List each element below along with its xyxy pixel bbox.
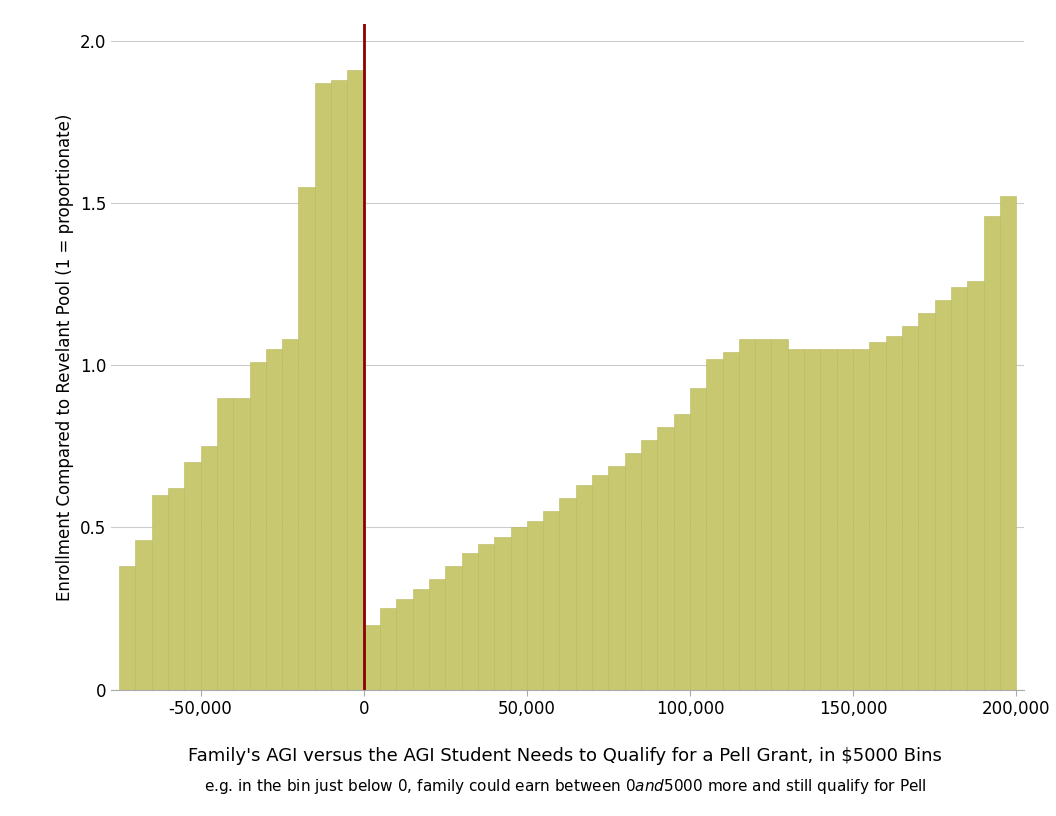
Bar [886, 336, 902, 690]
Bar [902, 326, 919, 690]
Bar [461, 553, 478, 690]
Text: e.g. in the bin just below 0, family could earn between $0 and $5000 more and st: e.g. in the bin just below 0, family cou… [204, 777, 926, 796]
Bar [216, 397, 233, 690]
Bar [510, 527, 527, 690]
Bar [396, 599, 413, 690]
Bar [363, 624, 380, 690]
Bar [168, 489, 185, 690]
Bar [576, 486, 592, 690]
Bar [739, 339, 755, 690]
Bar [641, 440, 657, 690]
Bar [836, 349, 853, 690]
Y-axis label: Enrollment Compared to Revelant Pool (1 = proportionate): Enrollment Compared to Revelant Pool (1 … [56, 113, 74, 601]
Bar [135, 540, 152, 690]
Bar [152, 494, 168, 690]
Bar [119, 566, 135, 690]
Bar [625, 453, 641, 690]
Bar [478, 543, 494, 690]
Bar [315, 83, 332, 690]
Bar [266, 349, 282, 690]
Bar [804, 349, 821, 690]
Bar [332, 80, 347, 690]
Bar [690, 388, 706, 690]
Bar [983, 216, 1000, 690]
Bar [674, 414, 690, 690]
Bar [446, 566, 461, 690]
Bar [1000, 197, 1016, 690]
Bar [706, 358, 722, 690]
Bar [560, 498, 576, 690]
Bar [494, 537, 510, 690]
Bar [935, 300, 950, 690]
Bar [821, 349, 836, 690]
Bar [527, 521, 543, 690]
Bar [282, 339, 299, 690]
Bar [788, 349, 804, 690]
Bar [299, 187, 315, 690]
Bar [380, 609, 396, 690]
Bar [919, 313, 935, 690]
Bar [608, 466, 625, 690]
Bar [755, 339, 772, 690]
Bar [543, 511, 560, 690]
Bar [429, 579, 446, 690]
Bar [772, 339, 788, 690]
Bar [347, 70, 363, 690]
Text: Family's AGI versus the AGI Student Needs to Qualify for a Pell Grant, in $5000 : Family's AGI versus the AGI Student Need… [188, 747, 942, 765]
Bar [592, 476, 608, 690]
Bar [233, 397, 249, 690]
Bar [722, 353, 739, 690]
Bar [950, 287, 967, 690]
Bar [869, 343, 886, 690]
Bar [185, 463, 201, 690]
Bar [413, 589, 429, 690]
Bar [853, 349, 869, 690]
Bar [967, 281, 983, 690]
Bar [657, 427, 674, 690]
Bar [201, 446, 216, 690]
Bar [249, 361, 266, 690]
